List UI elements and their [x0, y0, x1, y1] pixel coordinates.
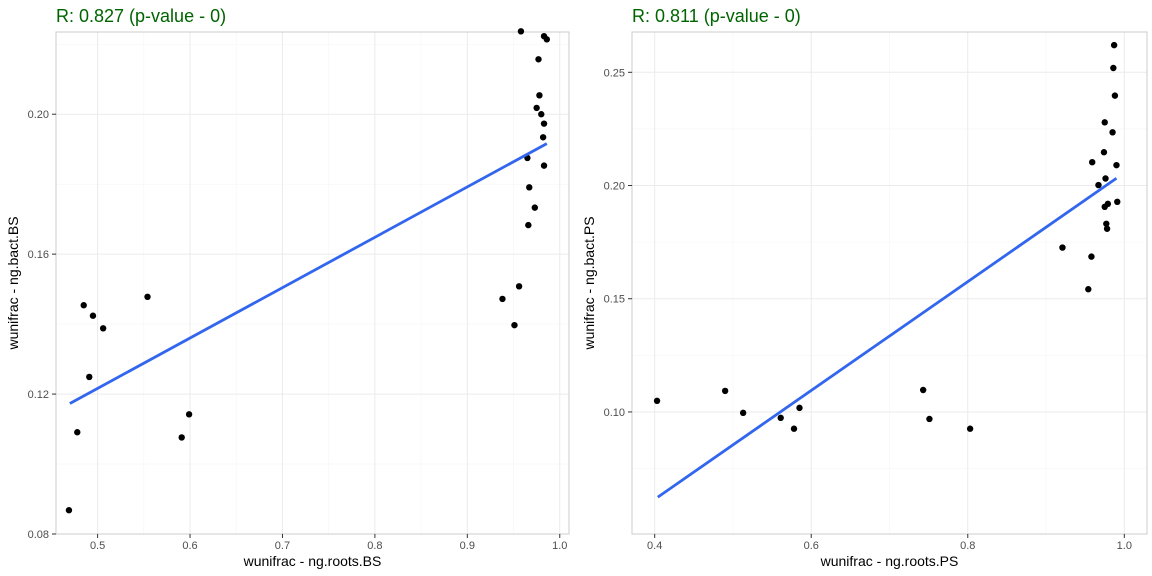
data-point	[526, 184, 533, 191]
x-tick-label: 0.4	[647, 540, 662, 552]
data-point	[1104, 200, 1112, 208]
y-tick-label: 0.12	[28, 389, 49, 401]
y-tick-label: 0.25	[604, 67, 625, 79]
data-point	[511, 321, 518, 329]
x-tick-label: 0.5	[90, 540, 105, 552]
data-point	[1089, 158, 1096, 166]
data-point	[1059, 244, 1066, 251]
data-point	[535, 56, 542, 63]
data-point	[144, 293, 151, 301]
x-tick-label: 0.6	[804, 540, 819, 552]
data-point	[926, 415, 933, 423]
data-point	[1102, 175, 1109, 182]
y-tick-label: 0.20	[28, 109, 49, 121]
x-axis-label: wunifrac - ng.roots.PS	[820, 553, 959, 569]
data-point	[1085, 286, 1092, 293]
regression-line	[657, 177, 1118, 499]
data-point	[525, 221, 532, 229]
data-point	[1103, 225, 1111, 232]
y-axis-label: wunifrac - ng.bact.PS	[581, 216, 597, 350]
data-point	[721, 387, 729, 395]
x-tick-label: 0.8	[960, 540, 975, 552]
data-point	[966, 425, 974, 432]
data-point	[540, 162, 548, 169]
data-point	[919, 386, 927, 394]
panel-border	[55, 31, 570, 535]
data-point	[1103, 220, 1110, 227]
data-point	[777, 414, 784, 422]
data-point	[536, 92, 543, 99]
chart-title: R: 0.811 (p-value - 0)	[632, 6, 801, 26]
data-point	[653, 397, 661, 405]
data-point	[1101, 119, 1108, 126]
data-point	[539, 134, 547, 141]
chart-title: R: 0.827 (p-value - 0)	[56, 6, 226, 26]
data-point	[531, 204, 538, 211]
data-point	[1110, 41, 1118, 49]
x-tick-label: 0.7	[275, 540, 290, 552]
x-tick-label: 0.9	[460, 540, 475, 552]
x-tick-label: 0.8	[367, 540, 382, 552]
y-tick-label: 0.10	[604, 407, 625, 419]
data-point	[185, 411, 193, 418]
x-tick-label: 0.6	[182, 540, 197, 552]
data-point	[1111, 92, 1119, 99]
data-point	[533, 104, 540, 112]
y-tick-label: 0.15	[604, 294, 625, 306]
y-axis-label: wunifrac - ng.bact.BS	[5, 216, 21, 350]
data-point	[515, 283, 523, 290]
data-point	[74, 429, 81, 436]
y-tick-label: 0.20	[604, 181, 625, 193]
chart-panel-2: 0.4 0.6 0.8 1.0 0.10 0.15 0.20 0.25 R: 0.811 (p-…	[581, 6, 1148, 569]
data-point	[1113, 161, 1120, 169]
data-point	[499, 295, 506, 303]
y-tick-label: 0.16	[28, 249, 49, 261]
data-point	[1100, 149, 1108, 156]
data-point	[517, 28, 525, 35]
data-point	[86, 373, 93, 381]
data-point	[540, 120, 548, 127]
x-tick-label: 1.0	[1117, 540, 1132, 552]
data-point	[538, 111, 545, 118]
data-point	[796, 404, 803, 412]
x-axis-label: wunifrac - ng.roots.BS	[243, 553, 382, 569]
data-point	[89, 312, 97, 319]
data-point	[1114, 198, 1121, 206]
data-point	[739, 409, 747, 417]
data-point	[1110, 64, 1117, 72]
x-tick-label: 1.0	[552, 540, 567, 552]
data-point	[99, 325, 107, 332]
data-point	[790, 425, 798, 432]
y-tick-label: 0.08	[28, 529, 49, 541]
data-point	[543, 36, 551, 43]
regression-line	[69, 142, 548, 405]
data-point	[1109, 129, 1116, 136]
data-point	[178, 434, 185, 441]
panel-border	[631, 31, 1148, 535]
data-point	[1088, 253, 1095, 260]
data-point	[1095, 181, 1102, 189]
data-point	[80, 302, 87, 309]
data-point	[65, 507, 73, 514]
chart-panel-1: 0.5 0.6 0.7 0.8 0.9 1.0 0.08 0.12 0.16 0.20 R: 0.8…	[5, 6, 570, 569]
